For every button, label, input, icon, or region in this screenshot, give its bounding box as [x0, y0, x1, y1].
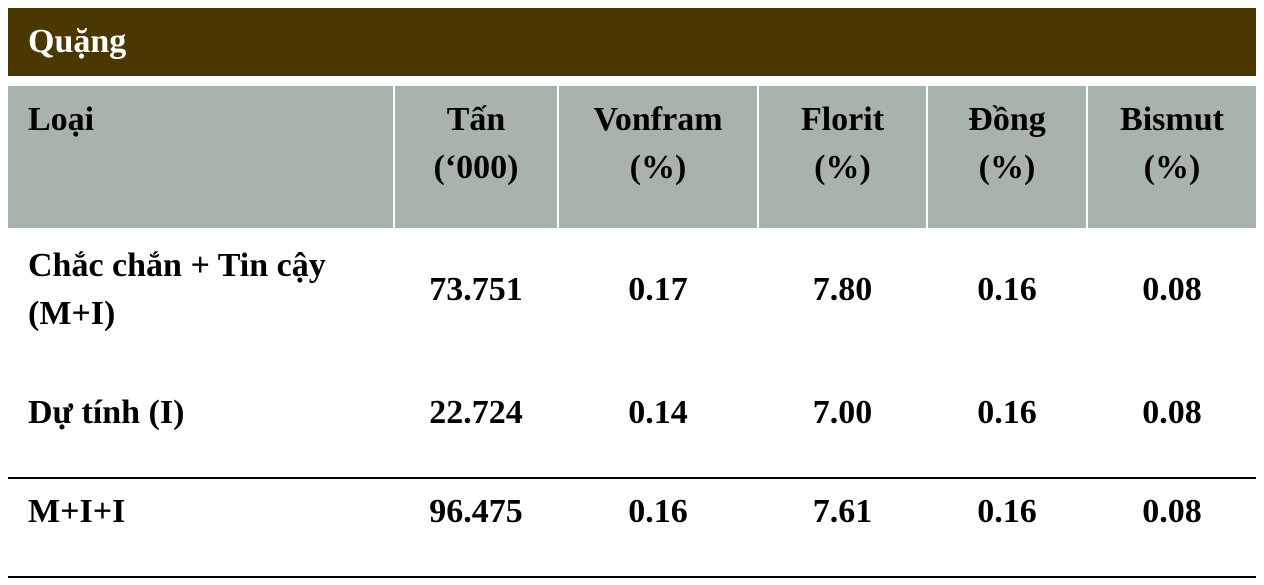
table-title: Quặng: [28, 23, 127, 60]
header-cell: [8, 86, 393, 228]
cell-value: 7.80: [812, 271, 873, 308]
header-cell: [928, 86, 1086, 228]
header-text: (%): [1143, 149, 1201, 186]
cell-value: 0.16: [628, 493, 688, 530]
row-label: M+I+I: [28, 493, 126, 530]
title-bar: [8, 8, 1256, 76]
cell-value: 0.08: [1142, 271, 1202, 308]
header-text: Đồng: [968, 101, 1046, 138]
header-text: (%): [629, 149, 687, 186]
cell-value: 7.61: [812, 493, 873, 530]
header-cell: [559, 86, 757, 228]
header-text: Loại: [28, 101, 95, 138]
header-text: Florit: [800, 101, 885, 138]
cell-value: 22.724: [429, 393, 523, 431]
cell-value: 0.08: [1142, 393, 1202, 431]
row-label: Chắc chắn + Tin cậy (M+I): [28, 247, 326, 332]
cell-value: 0.16: [977, 493, 1037, 530]
cell-value: 0.17: [628, 271, 688, 308]
header-text: (%): [814, 149, 871, 186]
header-cell: [1088, 86, 1256, 228]
cell-value: 0.14: [628, 393, 688, 431]
cell-value: 73.751: [429, 271, 523, 308]
header-text: Tấn: [446, 101, 506, 138]
header-cell: [759, 86, 926, 228]
cell-value: 7.00: [812, 393, 873, 431]
row-label: Dự tính (I): [28, 393, 185, 431]
bottom-rule: [8, 576, 1256, 578]
cell-value: 0.16: [977, 393, 1037, 431]
header-text: (%): [978, 149, 1036, 186]
cell-value: 0.08: [1142, 493, 1202, 530]
header-text: Bismut: [1120, 101, 1224, 138]
row-divider: [8, 477, 1256, 479]
cell-value: 0.16: [977, 271, 1037, 308]
header-text: Vonfram: [593, 101, 723, 138]
cell-value: 96.475: [429, 493, 523, 530]
header-text: (‘000): [433, 149, 519, 186]
header-cell: [395, 86, 557, 228]
